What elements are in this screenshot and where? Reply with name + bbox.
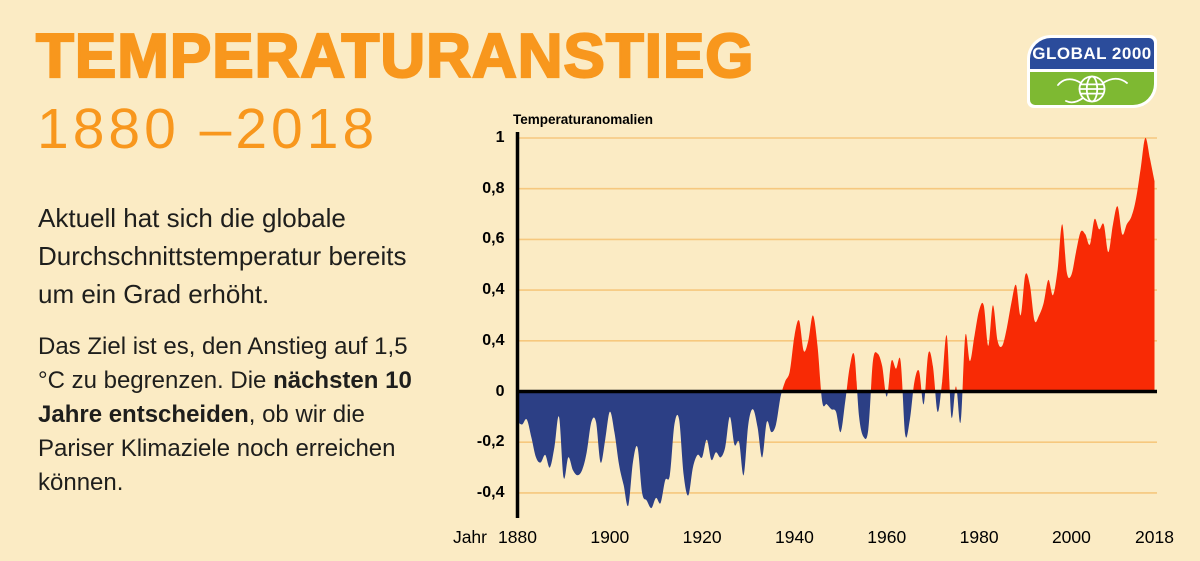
x-tick-label: 1960 [867, 527, 907, 547]
y-tick-label: 0,4 [482, 281, 505, 299]
logo-wordmark: GLOBAL 2000 [1032, 43, 1152, 63]
global-2000-logo: GLOBAL 2000 [1027, 35, 1157, 108]
y-tick-label: 0,4 [482, 331, 505, 349]
x-tick-label: 1920 [682, 527, 722, 547]
intro-paragraph-2: Das Ziel ist es, den Anstieg auf 1,5 °C … [38, 330, 436, 500]
y-tick-label: 0,6 [482, 230, 505, 248]
logo-globe-band [1030, 72, 1154, 105]
y-tick-label: -0,2 [476, 433, 505, 451]
page-title: TEMPERATURANSTIEG [35, 22, 755, 91]
y-tick-label: 0 [495, 382, 505, 400]
x-tick-label: 1940 [774, 527, 814, 547]
area-negative-anomalies [517, 391, 1155, 509]
x-tick-label: 1980 [959, 527, 999, 547]
intro-p2-emphasis: nächsten 10 Jahre entscheiden [38, 367, 412, 428]
x-tick-label: 1900 [590, 527, 630, 547]
x-axis-title: Jahr [452, 527, 487, 547]
intro-p2-text: Das Ziel ist es, den Anstieg auf 1,5 °C … [38, 333, 408, 394]
intro-p2-text-end: , ob wir die Pariser Klimaziele noch err… [38, 401, 396, 496]
chart-title: Temperaturanomalien [513, 112, 654, 127]
x-tick-label: 2018 [1135, 527, 1174, 547]
globe-icon [1057, 75, 1128, 103]
y-tick-label: -0,4 [476, 483, 505, 501]
area-positive-anomalies [517, 137, 1155, 392]
page-subtitle: 1880 –2018 [37, 97, 379, 161]
x-tick-label: 1880 [498, 527, 537, 547]
x-tick-label: 2000 [1051, 527, 1091, 547]
y-tick-label: 1 [495, 129, 505, 146]
intro-paragraph-1: Aktuell hat sich die globale Durchschnit… [38, 203, 407, 309]
y-tick-label: 0,8 [482, 179, 505, 197]
logo-wordmark-band: GLOBAL 2000 [1030, 38, 1154, 69]
